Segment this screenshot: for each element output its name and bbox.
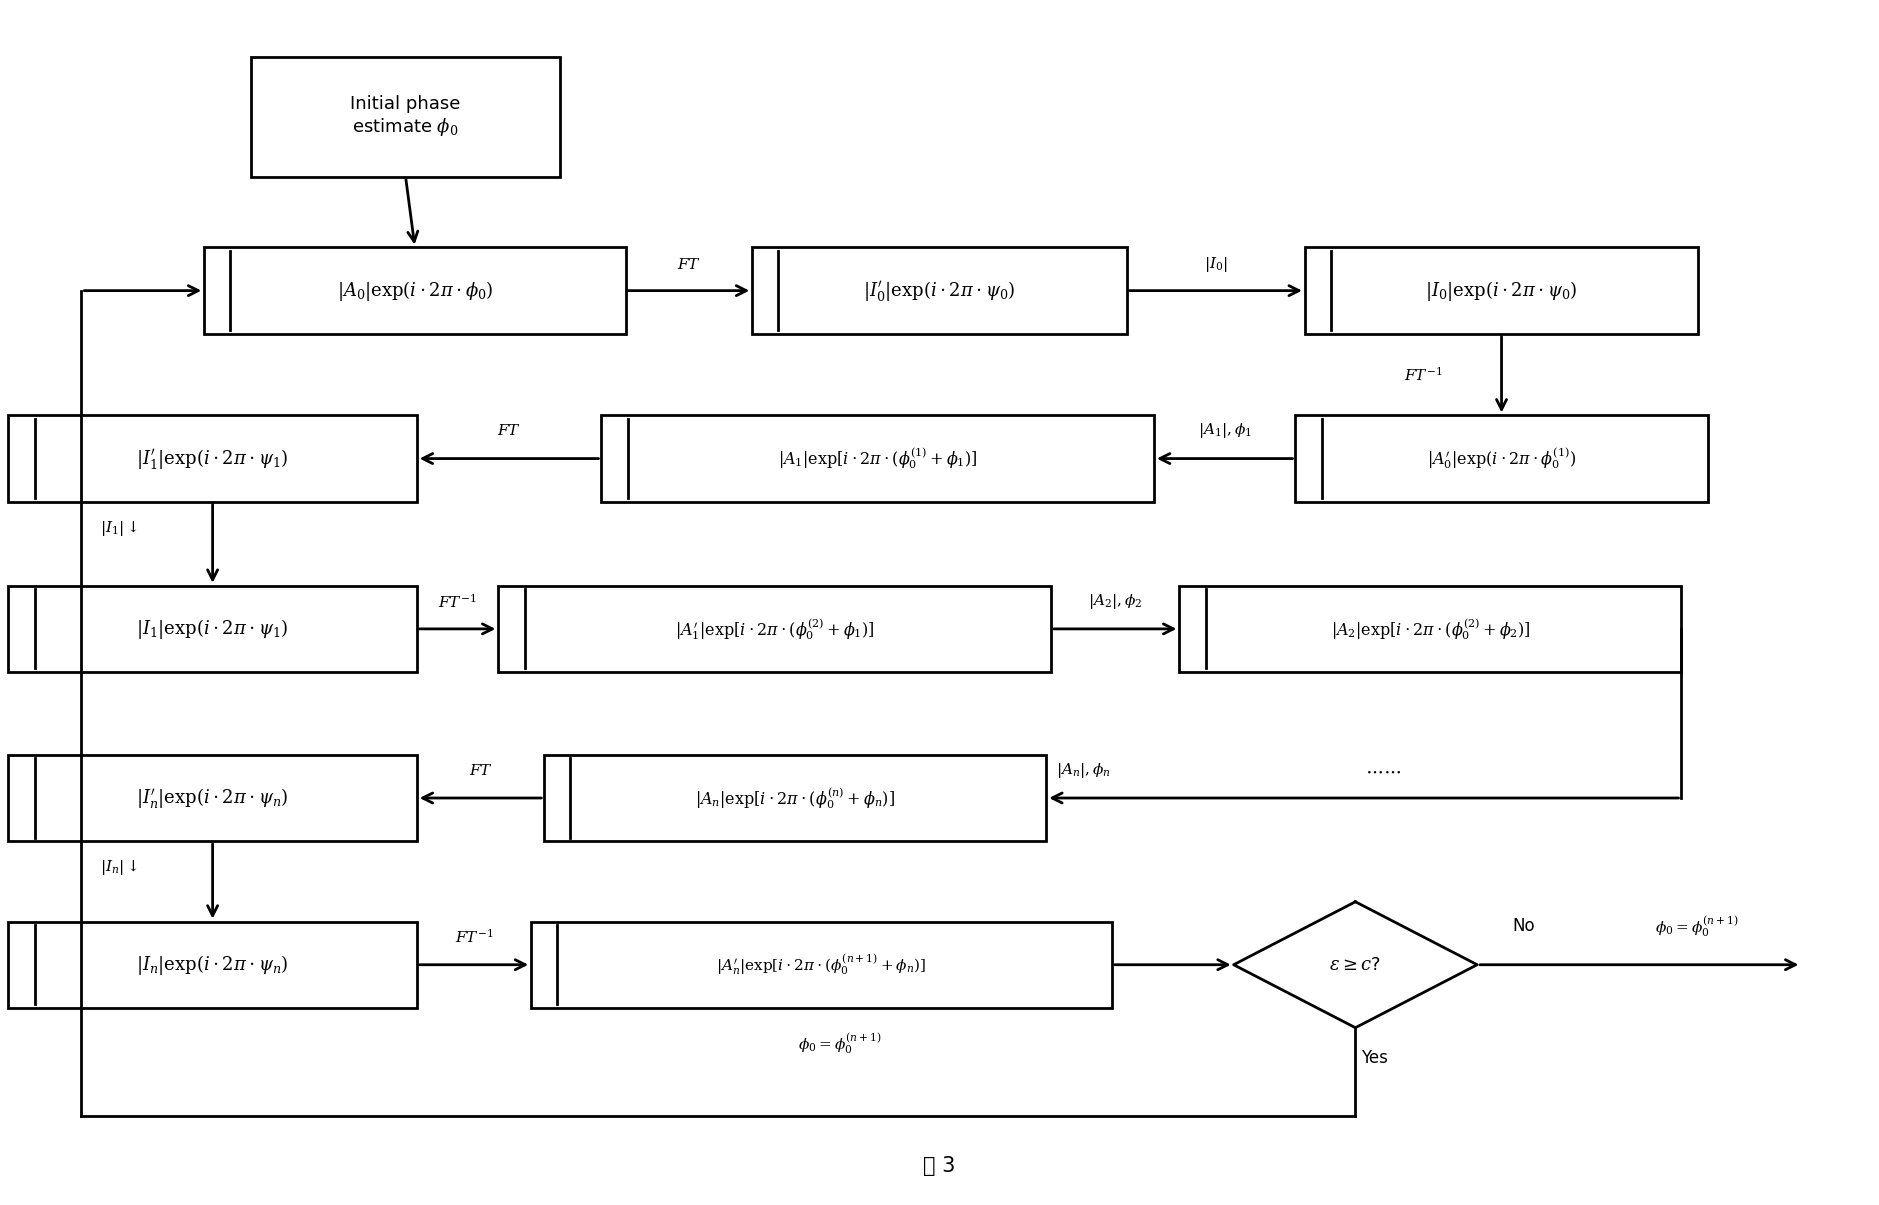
Bar [532, 922, 1112, 1007]
Polygon shape [1235, 901, 1477, 1028]
Bar [601, 416, 1154, 501]
Text: $\cdots\cdots$: $\cdots\cdots$ [1364, 760, 1400, 780]
Bar [205, 247, 626, 334]
Text: $\varepsilon \geq c$?: $\varepsilon \geq c$? [1330, 956, 1381, 974]
Text: $|I_n|\exp(i\cdot 2\pi\cdot\psi_n)$: $|I_n|\exp(i\cdot 2\pi\cdot\psi_n)$ [137, 953, 289, 977]
Bar [1295, 416, 1708, 501]
Bar [752, 247, 1127, 334]
Text: $|I_0|\exp(i\cdot 2\pi\cdot\psi_0)$: $|I_0|\exp(i\cdot 2\pi\cdot\psi_0)$ [1426, 278, 1578, 302]
Bar [1304, 247, 1699, 334]
Text: 图 3: 图 3 [923, 1157, 956, 1176]
Bar [8, 754, 417, 841]
Bar [545, 754, 1047, 841]
Text: $FT^{-1}$: $FT^{-1}$ [1404, 365, 1441, 383]
Text: $|I_n^\prime|\exp(i\cdot 2\pi\cdot\psi_n)$: $|I_n^\prime|\exp(i\cdot 2\pi\cdot\psi_n… [137, 786, 289, 810]
Text: $FT^{-1}$: $FT^{-1}$ [438, 593, 477, 610]
Text: $|A_2|,\phi_2$: $|A_2|,\phi_2$ [1088, 592, 1142, 611]
Text: No: No [1513, 917, 1535, 935]
Text: $\phi_0=\phi_0^{(n+1)}$: $\phi_0=\phi_0^{(n+1)}$ [1655, 915, 1738, 939]
Text: $|A_1|\exp[i\cdot 2\pi\cdot(\phi_0^{(1)}+\phi_1)]$: $|A_1|\exp[i\cdot 2\pi\cdot(\phi_0^{(1)}… [778, 446, 977, 471]
Text: $|A_2|\exp[i\cdot 2\pi\cdot(\phi_0^{(2)}+\phi_2)]$: $|A_2|\exp[i\cdot 2\pi\cdot(\phi_0^{(2)}… [1330, 616, 1530, 642]
Text: $|A_n|\exp[i\cdot 2\pi\cdot(\phi_0^{(n)}+\phi_n)]$: $|A_n|\exp[i\cdot 2\pi\cdot(\phi_0^{(n)}… [695, 786, 894, 811]
Text: Initial phase
estimate $\phi_0$: Initial phase estimate $\phi_0$ [349, 95, 460, 139]
Text: $|A_1|,\phi_1$: $|A_1|,\phi_1$ [1197, 422, 1251, 441]
Text: $|I_1|\exp(i\cdot 2\pi\cdot\psi_1)$: $|I_1|\exp(i\cdot 2\pi\cdot\psi_1)$ [137, 617, 289, 641]
Bar [8, 416, 417, 501]
Text: $|A_0|\exp(i\cdot 2\pi\cdot\phi_0)$: $|A_0|\exp(i\cdot 2\pi\cdot\phi_0)$ [336, 278, 492, 302]
Text: $\phi_0=\phi_0^{(n+1)}$: $\phi_0=\phi_0^{(n+1)}$ [799, 1031, 881, 1056]
Text: $|A_n^\prime|\exp[i\cdot 2\pi\cdot(\phi_0^{(n+1)}+\phi_n)]$: $|A_n^\prime|\exp[i\cdot 2\pi\cdot(\phi_… [716, 952, 926, 977]
Bar [1180, 586, 1682, 672]
Bar [252, 57, 560, 177]
Bar [498, 586, 1050, 672]
Text: Yes: Yes [1360, 1048, 1387, 1066]
Text: $FT$: $FT$ [676, 257, 701, 272]
Text: $FT$: $FT$ [468, 763, 492, 778]
Bar [8, 922, 417, 1007]
Text: $|I_0^\prime|\exp(i\cdot 2\pi\cdot\psi_0)$: $|I_0^\prime|\exp(i\cdot 2\pi\cdot\psi_0… [862, 278, 1017, 302]
Text: $|I_0|$: $|I_0|$ [1204, 254, 1227, 274]
Text: $|A_1^\prime|\exp[i\cdot 2\pi\cdot(\phi_0^{(2)}+\phi_1)]$: $|A_1^\prime|\exp[i\cdot 2\pi\cdot(\phi_… [675, 616, 874, 642]
Bar [8, 586, 417, 672]
Text: $|I_1|\downarrow$: $|I_1|\downarrow$ [100, 518, 137, 537]
Text: $FT$: $FT$ [498, 423, 520, 439]
Text: $FT^{-1}$: $FT^{-1}$ [455, 928, 492, 946]
Text: $|I_n|\downarrow$: $|I_n|\downarrow$ [100, 858, 137, 877]
Text: $|I_1^\prime|\exp(i\cdot 2\pi\cdot\psi_1)$: $|I_1^\prime|\exp(i\cdot 2\pi\cdot\psi_1… [137, 447, 289, 471]
Text: $|A_n|,\phi_n$: $|A_n|,\phi_n$ [1056, 760, 1110, 780]
Text: $|A_0^\prime|\exp(i\cdot 2\pi\cdot\phi_0^{(1)})$: $|A_0^\prime|\exp(i\cdot 2\pi\cdot\phi_0… [1426, 446, 1576, 471]
